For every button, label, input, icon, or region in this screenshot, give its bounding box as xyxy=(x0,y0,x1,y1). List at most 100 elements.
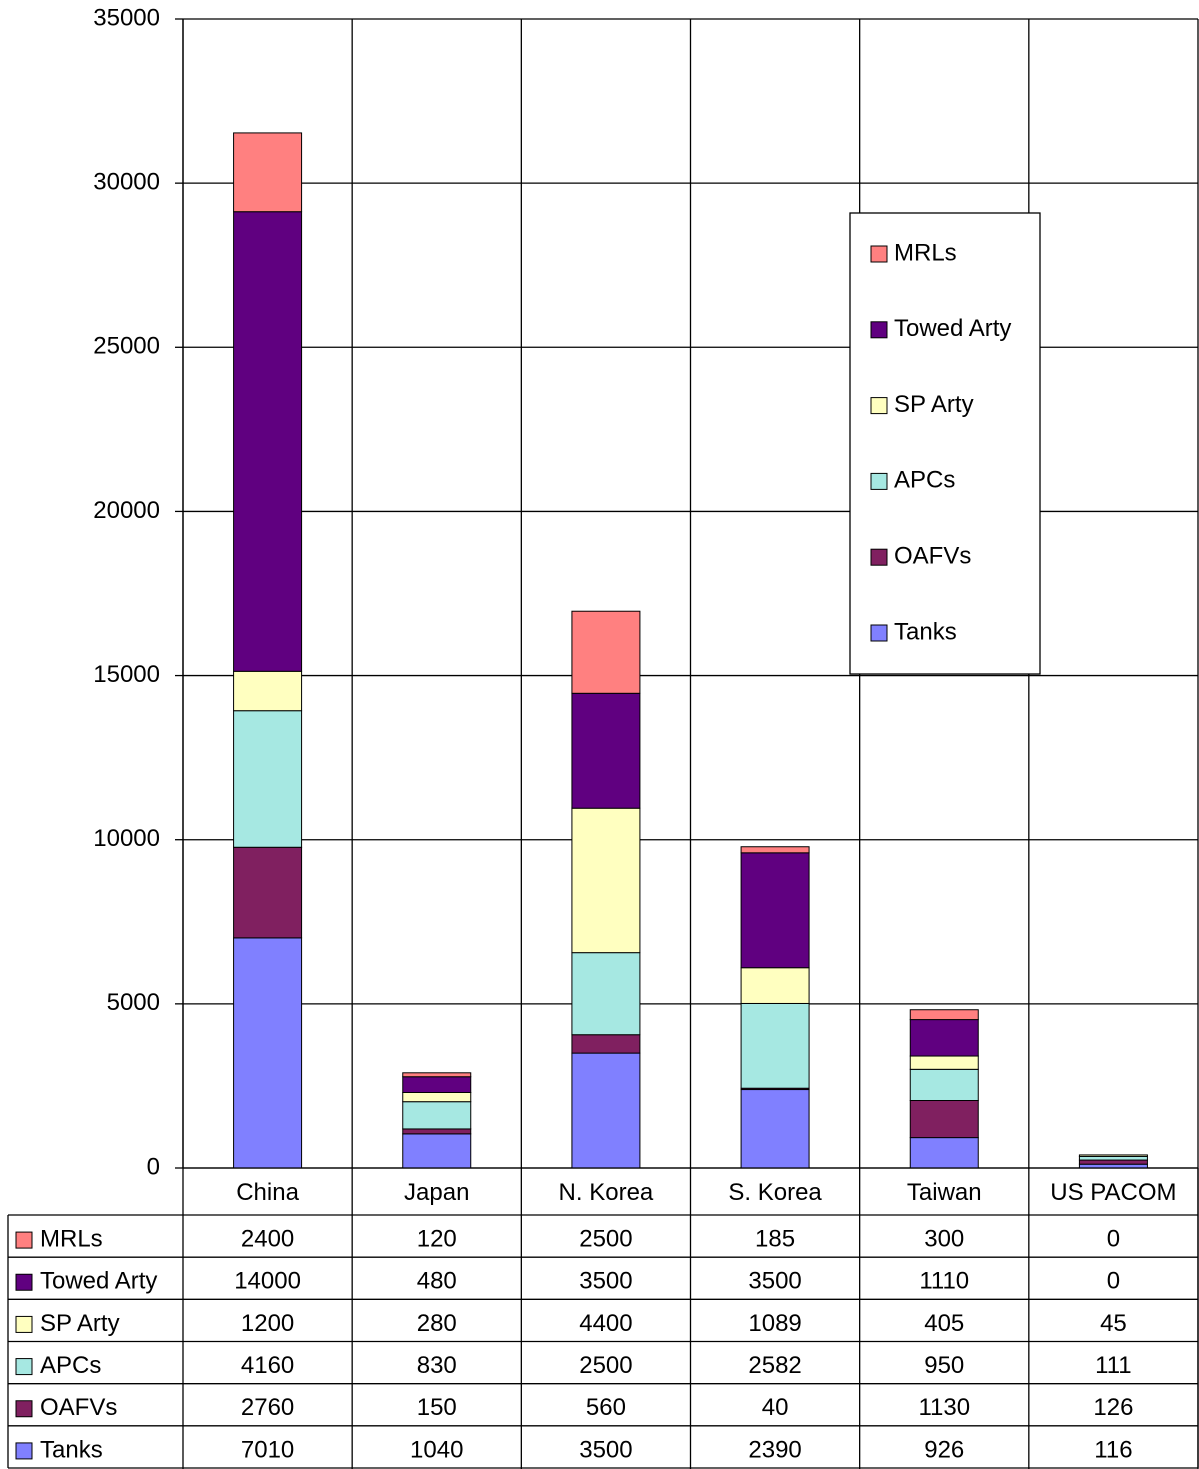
table-swatch xyxy=(15,1231,33,1249)
legend-label: APCs xyxy=(894,467,955,494)
table-header: China xyxy=(236,1179,299,1206)
table-cell: 560 xyxy=(586,1394,626,1421)
table-cell: 1200 xyxy=(241,1310,294,1337)
bar-segment xyxy=(571,807,641,954)
table-row-label: OAFVs xyxy=(40,1394,117,1421)
bar-segment xyxy=(571,692,641,809)
y-tick-label: 10000 xyxy=(93,825,160,852)
table-cell: 4400 xyxy=(579,1310,632,1337)
table-row-label: Towed Arty xyxy=(40,1268,157,1295)
bar-segment xyxy=(740,852,810,969)
bar-segment xyxy=(1078,1154,1148,1157)
table-swatch xyxy=(15,1400,33,1418)
bar-segment xyxy=(571,1034,641,1054)
table-cell: 1040 xyxy=(410,1436,463,1463)
bar-segment xyxy=(909,1137,979,1169)
legend-label: OAFVs xyxy=(894,543,971,570)
table-cell: 116 xyxy=(1094,1436,1132,1463)
table-cell: 126 xyxy=(1093,1394,1133,1421)
table-header: N. Korea xyxy=(559,1179,654,1206)
bar-segment xyxy=(1078,1155,1148,1161)
table-cell: 405 xyxy=(924,1310,964,1337)
bar-segment xyxy=(233,670,303,712)
table-cell: 40 xyxy=(762,1394,789,1421)
y-tick-label: 25000 xyxy=(93,333,160,360)
bar-segment xyxy=(1078,1159,1148,1165)
bar-segment xyxy=(402,1076,472,1093)
bar-segment xyxy=(402,1091,472,1103)
table-cell: 2500 xyxy=(579,1225,632,1252)
table-cell: 3500 xyxy=(579,1436,632,1463)
bar-segment xyxy=(233,132,303,213)
y-tick-label: 20000 xyxy=(93,497,160,524)
table-cell: 14000 xyxy=(234,1268,301,1295)
bar-segment xyxy=(571,1052,641,1169)
bar-segment xyxy=(402,1072,472,1078)
table-cell: 0 xyxy=(1107,1225,1120,1252)
table-cell: 830 xyxy=(417,1352,457,1379)
legend-label: MRLs xyxy=(894,239,957,266)
legend-swatch xyxy=(870,624,888,642)
table-cell: 1130 xyxy=(918,1394,970,1421)
y-tick-label: 0 xyxy=(147,1153,160,1180)
bar-segment xyxy=(740,846,810,854)
y-tick-label: 15000 xyxy=(93,661,160,688)
table-row-label: SP Arty xyxy=(40,1310,120,1337)
table-row-label: APCs xyxy=(40,1352,101,1379)
bar-segment xyxy=(571,610,641,694)
bar-segment xyxy=(402,1133,472,1169)
table-cell: 2760 xyxy=(241,1394,294,1421)
table-swatch xyxy=(15,1315,33,1333)
table-header: US PACOM xyxy=(1050,1179,1176,1206)
bar-segment xyxy=(233,846,303,939)
table-swatch xyxy=(15,1442,33,1460)
table-cell: 3500 xyxy=(579,1268,632,1295)
table-cell: 950 xyxy=(924,1352,964,1379)
bar-segment xyxy=(909,1019,979,1057)
bar-segment xyxy=(740,1089,810,1169)
table-cell: 2400 xyxy=(241,1225,294,1252)
legend-label: SP Arty xyxy=(894,391,974,418)
bar-segment xyxy=(233,211,303,672)
table-cell: 1089 xyxy=(748,1310,801,1337)
table-cell: 0 xyxy=(1107,1268,1120,1295)
bar-segment xyxy=(909,1100,979,1139)
bar-segment xyxy=(402,1101,472,1130)
table-cell: 150 xyxy=(417,1394,457,1421)
table-row-label: MRLs xyxy=(40,1225,103,1252)
legend-box xyxy=(849,212,1041,675)
y-tick-label: 35000 xyxy=(93,4,160,31)
table-swatch xyxy=(15,1358,33,1376)
y-tick-label: 30000 xyxy=(93,168,160,195)
bar-segment xyxy=(233,710,303,848)
bar-segment xyxy=(909,1009,979,1021)
legend-swatch xyxy=(870,472,888,490)
table-cell: 1110 xyxy=(919,1268,969,1295)
legend-swatch xyxy=(870,321,888,339)
table-cell: 120 xyxy=(417,1225,457,1252)
bar-segment xyxy=(571,952,641,1036)
table-cell: 3500 xyxy=(748,1268,801,1295)
table-cell: 2500 xyxy=(579,1352,632,1379)
legend-swatch xyxy=(870,245,888,263)
table-cell: 480 xyxy=(417,1268,457,1295)
table-header: Taiwan xyxy=(907,1179,982,1206)
bar-segment xyxy=(402,1128,472,1135)
bar-segment xyxy=(909,1055,979,1070)
bar-segment xyxy=(909,1068,979,1102)
table-cell: 300 xyxy=(924,1225,964,1252)
legend-swatch xyxy=(870,548,888,566)
table-cell: 280 xyxy=(417,1310,457,1337)
bar-segment xyxy=(233,937,303,1169)
table-header: S. Korea xyxy=(728,1179,822,1206)
legend-label: Towed Arty xyxy=(894,315,1011,342)
table-cell: 2582 xyxy=(748,1352,801,1379)
y-tick-label: 5000 xyxy=(107,989,160,1016)
table-header: Japan xyxy=(404,1179,469,1206)
table-cell: 7010 xyxy=(241,1436,294,1463)
bar-segment xyxy=(740,967,810,1004)
table-cell: 4160 xyxy=(241,1352,294,1379)
table-row-label: Tanks xyxy=(40,1436,103,1463)
bar-segment xyxy=(740,1002,810,1089)
